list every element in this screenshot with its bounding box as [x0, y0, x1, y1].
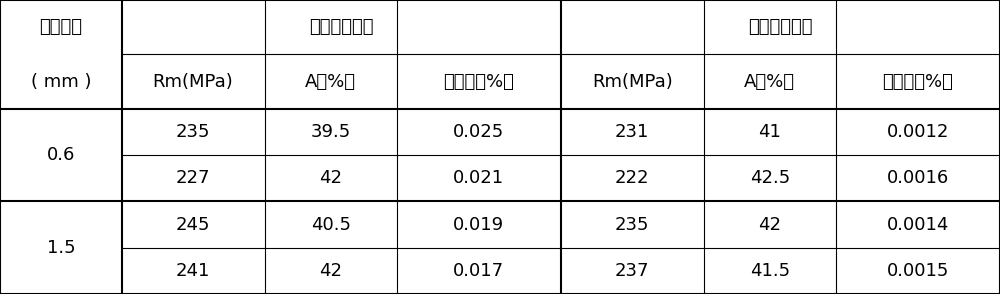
Text: 237: 237	[615, 262, 650, 280]
Text: 丝径规格: 丝径规格	[39, 18, 82, 36]
Text: 41.5: 41.5	[750, 262, 790, 280]
Text: Rm(MPa): Rm(MPa)	[592, 73, 673, 91]
Text: 0.0016: 0.0016	[887, 169, 949, 187]
Text: 1.5: 1.5	[47, 239, 75, 257]
Text: 0.0014: 0.0014	[887, 216, 949, 233]
Text: 42: 42	[319, 169, 342, 187]
Text: A（%）: A（%）	[744, 73, 795, 91]
Text: 42.5: 42.5	[750, 169, 790, 187]
Text: 235: 235	[615, 216, 650, 233]
Text: 222: 222	[615, 169, 650, 187]
Text: 227: 227	[176, 169, 210, 187]
Text: 41: 41	[758, 123, 781, 141]
Text: 245: 245	[176, 216, 210, 233]
Text: 39.5: 39.5	[311, 123, 351, 141]
Text: 235: 235	[176, 123, 210, 141]
Text: 0.021: 0.021	[453, 169, 504, 187]
Text: Rm(MPa): Rm(MPa)	[153, 73, 233, 91]
Text: 42: 42	[319, 262, 342, 280]
Text: 42: 42	[758, 216, 781, 233]
Text: 0.0012: 0.0012	[887, 123, 949, 141]
Text: 0.6: 0.6	[47, 146, 75, 164]
Text: A（%）: A（%）	[305, 73, 356, 91]
Text: 除氢热处理后: 除氢热处理后	[748, 18, 813, 36]
Text: ( mm ): ( mm )	[31, 73, 91, 91]
Text: 40.5: 40.5	[311, 216, 351, 233]
Text: 0.0015: 0.0015	[887, 262, 949, 280]
Text: 除氢热处理前: 除氢热处理前	[309, 18, 374, 36]
Text: 231: 231	[615, 123, 649, 141]
Text: 241: 241	[176, 262, 210, 280]
Text: 0.019: 0.019	[453, 216, 504, 233]
Text: 氢含量（%）: 氢含量（%）	[443, 73, 514, 91]
Text: 0.017: 0.017	[453, 262, 504, 280]
Text: 氢含量（%）: 氢含量（%）	[883, 73, 953, 91]
Text: 0.025: 0.025	[453, 123, 504, 141]
